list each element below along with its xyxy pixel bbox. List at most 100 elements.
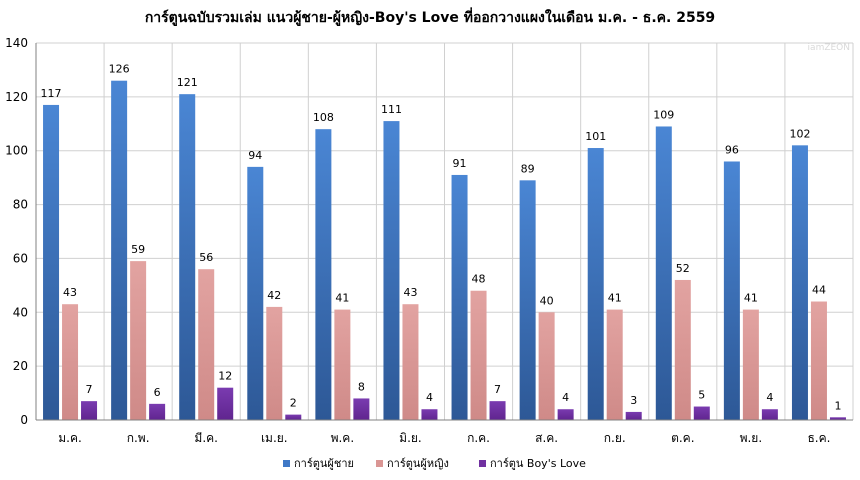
data-label: 40 bbox=[540, 294, 554, 307]
bar bbox=[557, 409, 574, 420]
data-label: 42 bbox=[267, 289, 281, 302]
legend-swatch bbox=[479, 460, 486, 467]
data-label: 43 bbox=[403, 286, 417, 299]
bar bbox=[791, 145, 808, 421]
bar bbox=[62, 304, 79, 420]
y-tick-label: 80 bbox=[13, 198, 28, 212]
data-label: 89 bbox=[521, 162, 535, 175]
y-tick-label: 100 bbox=[5, 144, 28, 158]
data-label: 121 bbox=[177, 76, 198, 89]
bar bbox=[723, 161, 740, 420]
y-axis: 0 20 40 60 80 100 120 140 bbox=[5, 36, 37, 427]
bar bbox=[470, 290, 487, 420]
data-label: 41 bbox=[335, 292, 349, 305]
bar bbox=[489, 401, 506, 420]
legend-entry: การ์ตูนผู้หญิง bbox=[387, 457, 449, 470]
bar bbox=[353, 398, 370, 420]
bar bbox=[655, 126, 672, 420]
bar bbox=[217, 387, 234, 420]
bar bbox=[693, 406, 710, 420]
y-tick-label: 0 bbox=[20, 413, 28, 427]
bar bbox=[742, 309, 759, 420]
data-label: 2 bbox=[290, 397, 297, 410]
bar bbox=[247, 166, 264, 420]
data-label: 41 bbox=[744, 292, 758, 305]
bar bbox=[334, 309, 351, 420]
y-tick-label: 120 bbox=[5, 90, 28, 104]
y-tick-label: 20 bbox=[13, 359, 28, 373]
data-label: 108 bbox=[313, 111, 334, 124]
data-label: 7 bbox=[494, 383, 501, 396]
x-tick-label: ก.ย. bbox=[604, 431, 626, 445]
bar bbox=[519, 180, 536, 420]
bar bbox=[111, 80, 128, 420]
x-tick-label: พ.ย. bbox=[740, 431, 763, 445]
x-tick-label: ต.ค. bbox=[671, 431, 694, 445]
bar bbox=[130, 261, 147, 420]
data-label: 5 bbox=[698, 389, 705, 402]
data-label: 109 bbox=[653, 108, 674, 121]
bar bbox=[606, 309, 623, 420]
bar bbox=[402, 304, 419, 420]
bar bbox=[179, 94, 196, 421]
x-axis: ม.ค. ก.พ. มี.ค. เม.ย. พ.ค. มิ.ย. ก.ค. ส.ค. ก.ย. ต… bbox=[36, 419, 853, 445]
data-label: 4 bbox=[766, 391, 773, 404]
x-tick-label: ก.ค. bbox=[467, 431, 490, 445]
data-label: 96 bbox=[725, 143, 739, 156]
data-label: 6 bbox=[154, 386, 161, 399]
legend-entry: การ์ตูน Boy's Love bbox=[490, 457, 586, 470]
data-label: 41 bbox=[608, 292, 622, 305]
bar bbox=[761, 409, 778, 420]
bar bbox=[198, 269, 215, 420]
data-label: 101 bbox=[585, 130, 606, 143]
bar bbox=[421, 409, 438, 420]
gridlines bbox=[35, 42, 854, 421]
data-label: 12 bbox=[218, 370, 232, 383]
bar bbox=[266, 306, 283, 420]
data-label: 126 bbox=[109, 63, 130, 76]
x-tick-label: ส.ค. bbox=[535, 431, 558, 445]
y-tick-label: 60 bbox=[13, 251, 28, 265]
x-tick-label: ก.พ. bbox=[127, 431, 150, 445]
bar bbox=[285, 414, 302, 420]
data-label: 56 bbox=[199, 251, 213, 264]
data-label: 102 bbox=[789, 127, 810, 140]
bar bbox=[149, 403, 166, 420]
x-tick-label: เม.ย. bbox=[261, 431, 288, 445]
bar bbox=[43, 104, 60, 420]
x-tick-label: มี.ค. bbox=[194, 431, 218, 445]
data-label: 59 bbox=[131, 243, 145, 256]
data-label: 44 bbox=[812, 284, 826, 297]
x-tick-label: มิ.ย. bbox=[399, 431, 422, 445]
data-label: 52 bbox=[676, 262, 690, 275]
bar bbox=[674, 279, 691, 420]
bar bbox=[81, 401, 98, 420]
bar bbox=[538, 312, 555, 420]
legend: การ์ตูนผู้ชาย การ์ตูนผู้หญิง การ์ตูน Boy's… bbox=[283, 457, 586, 470]
legend-swatch bbox=[283, 460, 290, 467]
data-label: 4 bbox=[562, 391, 569, 404]
data-label: 8 bbox=[358, 380, 365, 393]
data-label: 111 bbox=[381, 103, 402, 116]
x-tick-label: ม.ค. bbox=[58, 431, 82, 445]
data-label: 94 bbox=[248, 149, 262, 162]
bar bbox=[625, 411, 642, 420]
legend-entry: การ์ตูนผู้ชาย bbox=[294, 457, 354, 470]
x-tick-label: ธ.ค. bbox=[807, 431, 830, 445]
bar bbox=[315, 129, 332, 420]
data-label: 48 bbox=[472, 273, 486, 286]
watermark: iamZEON bbox=[808, 43, 850, 53]
bar bbox=[810, 301, 827, 420]
data-label: 7 bbox=[86, 383, 93, 396]
bar bbox=[829, 417, 846, 420]
data-label: 43 bbox=[63, 286, 77, 299]
data-label: 4 bbox=[426, 391, 433, 404]
bar bbox=[451, 174, 468, 420]
y-tick-label: 140 bbox=[5, 36, 28, 50]
data-label: 1 bbox=[834, 399, 841, 412]
data-label: 3 bbox=[630, 394, 637, 407]
legend-swatch bbox=[376, 460, 383, 467]
x-tick-label: พ.ค. bbox=[331, 431, 355, 445]
bars: 1174371265961215612944221084181114349148… bbox=[41, 63, 846, 421]
